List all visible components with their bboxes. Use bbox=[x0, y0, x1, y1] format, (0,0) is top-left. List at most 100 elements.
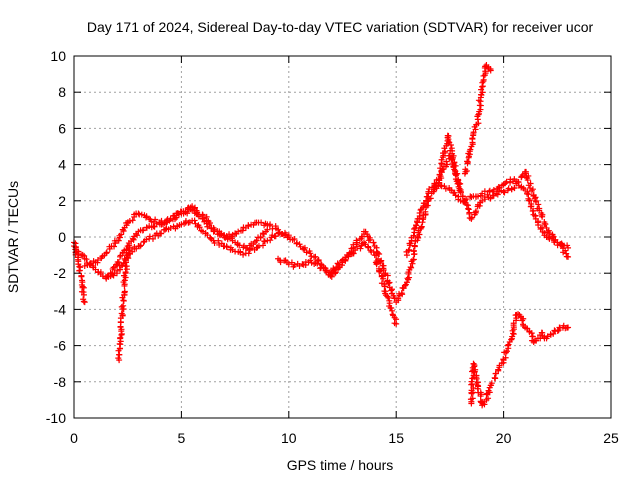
data-point bbox=[126, 217, 133, 224]
data-point bbox=[291, 235, 298, 242]
data-point bbox=[285, 232, 292, 239]
data-point bbox=[307, 250, 314, 257]
data-point bbox=[467, 146, 474, 153]
data-point bbox=[143, 236, 150, 243]
data-point bbox=[449, 154, 456, 161]
data-point bbox=[114, 267, 121, 274]
data-point bbox=[438, 156, 445, 163]
series-5 bbox=[275, 239, 400, 327]
data-point bbox=[532, 212, 539, 219]
data-point bbox=[116, 351, 123, 358]
y-axis-title: SDTVAR / TECUs bbox=[5, 181, 21, 293]
data-point bbox=[535, 222, 542, 229]
data-point bbox=[554, 328, 561, 335]
data-point bbox=[350, 250, 357, 257]
data-point bbox=[491, 374, 498, 381]
data-point bbox=[150, 219, 157, 226]
y-tick-label: -2 bbox=[54, 265, 67, 281]
data-point bbox=[468, 378, 475, 385]
data-point bbox=[334, 260, 341, 267]
data-point bbox=[312, 253, 319, 260]
data-point bbox=[524, 177, 531, 184]
data-point bbox=[411, 225, 418, 232]
y-tick-label: 8 bbox=[58, 84, 66, 100]
data-point bbox=[539, 213, 546, 220]
data-point bbox=[80, 298, 87, 305]
data-point bbox=[405, 247, 412, 254]
data-point bbox=[158, 217, 165, 224]
data-point bbox=[447, 141, 454, 148]
data-point bbox=[370, 239, 377, 246]
data-point bbox=[475, 193, 481, 200]
data-point bbox=[140, 227, 147, 234]
data-point bbox=[357, 245, 364, 252]
data-point bbox=[557, 241, 564, 248]
data-point bbox=[103, 249, 110, 256]
data-point bbox=[388, 305, 395, 312]
data-point bbox=[204, 232, 211, 239]
data-point bbox=[259, 242, 266, 249]
data-point bbox=[470, 385, 477, 392]
data-point bbox=[120, 302, 127, 309]
y-tick-label: 2 bbox=[58, 193, 66, 209]
data-point bbox=[486, 187, 493, 194]
data-point bbox=[314, 260, 321, 267]
data-point bbox=[501, 189, 508, 196]
data-point bbox=[418, 223, 425, 230]
data-point bbox=[191, 204, 198, 211]
data-point bbox=[487, 67, 494, 74]
data-point bbox=[410, 232, 417, 239]
data-point bbox=[388, 307, 395, 314]
data-point bbox=[411, 243, 418, 250]
data-point bbox=[518, 173, 525, 180]
data-point bbox=[482, 63, 489, 70]
series-6 bbox=[403, 152, 572, 260]
data-point bbox=[457, 186, 464, 193]
data-point bbox=[129, 217, 136, 224]
data-point bbox=[470, 360, 477, 367]
data-point bbox=[485, 395, 492, 402]
data-point bbox=[401, 282, 408, 289]
data-point bbox=[211, 226, 218, 233]
data-point bbox=[373, 252, 380, 259]
data-point bbox=[352, 247, 359, 254]
data-point bbox=[444, 161, 451, 168]
data-point bbox=[508, 336, 515, 343]
data-point bbox=[476, 202, 483, 209]
data-point bbox=[163, 219, 170, 226]
x-axis-title: GPS time / hours bbox=[287, 457, 394, 473]
series-3 bbox=[81, 203, 271, 269]
data-point bbox=[473, 375, 480, 382]
data-point bbox=[341, 256, 348, 263]
y-tick-label: 0 bbox=[58, 229, 66, 245]
data-point bbox=[445, 136, 452, 143]
data-point bbox=[380, 275, 387, 282]
data-point bbox=[398, 290, 405, 297]
data-point bbox=[122, 269, 129, 276]
data-point bbox=[452, 162, 459, 169]
data-point bbox=[121, 255, 128, 262]
y-tick-label: -6 bbox=[54, 338, 67, 354]
chart-title: Day 171 of 2024, Sidereal Day-to-day VTE… bbox=[87, 19, 594, 35]
data-point bbox=[478, 86, 485, 93]
data-point bbox=[118, 310, 125, 317]
data-point bbox=[442, 185, 449, 192]
data-point bbox=[378, 272, 385, 279]
data-point bbox=[565, 324, 572, 331]
data-point bbox=[158, 230, 165, 237]
data-point bbox=[478, 92, 485, 99]
data-point bbox=[385, 280, 392, 287]
data-point bbox=[388, 287, 395, 294]
series-8 bbox=[461, 62, 494, 177]
data-point bbox=[462, 166, 469, 173]
data-point bbox=[380, 266, 387, 273]
data-point bbox=[546, 235, 553, 242]
y-tick-label: 4 bbox=[58, 157, 66, 173]
data-point bbox=[136, 243, 143, 250]
data-point bbox=[118, 231, 125, 238]
data-point bbox=[215, 237, 222, 244]
data-point bbox=[303, 249, 310, 256]
data-point bbox=[253, 237, 260, 244]
data-point bbox=[526, 197, 533, 204]
data-point bbox=[473, 208, 480, 215]
